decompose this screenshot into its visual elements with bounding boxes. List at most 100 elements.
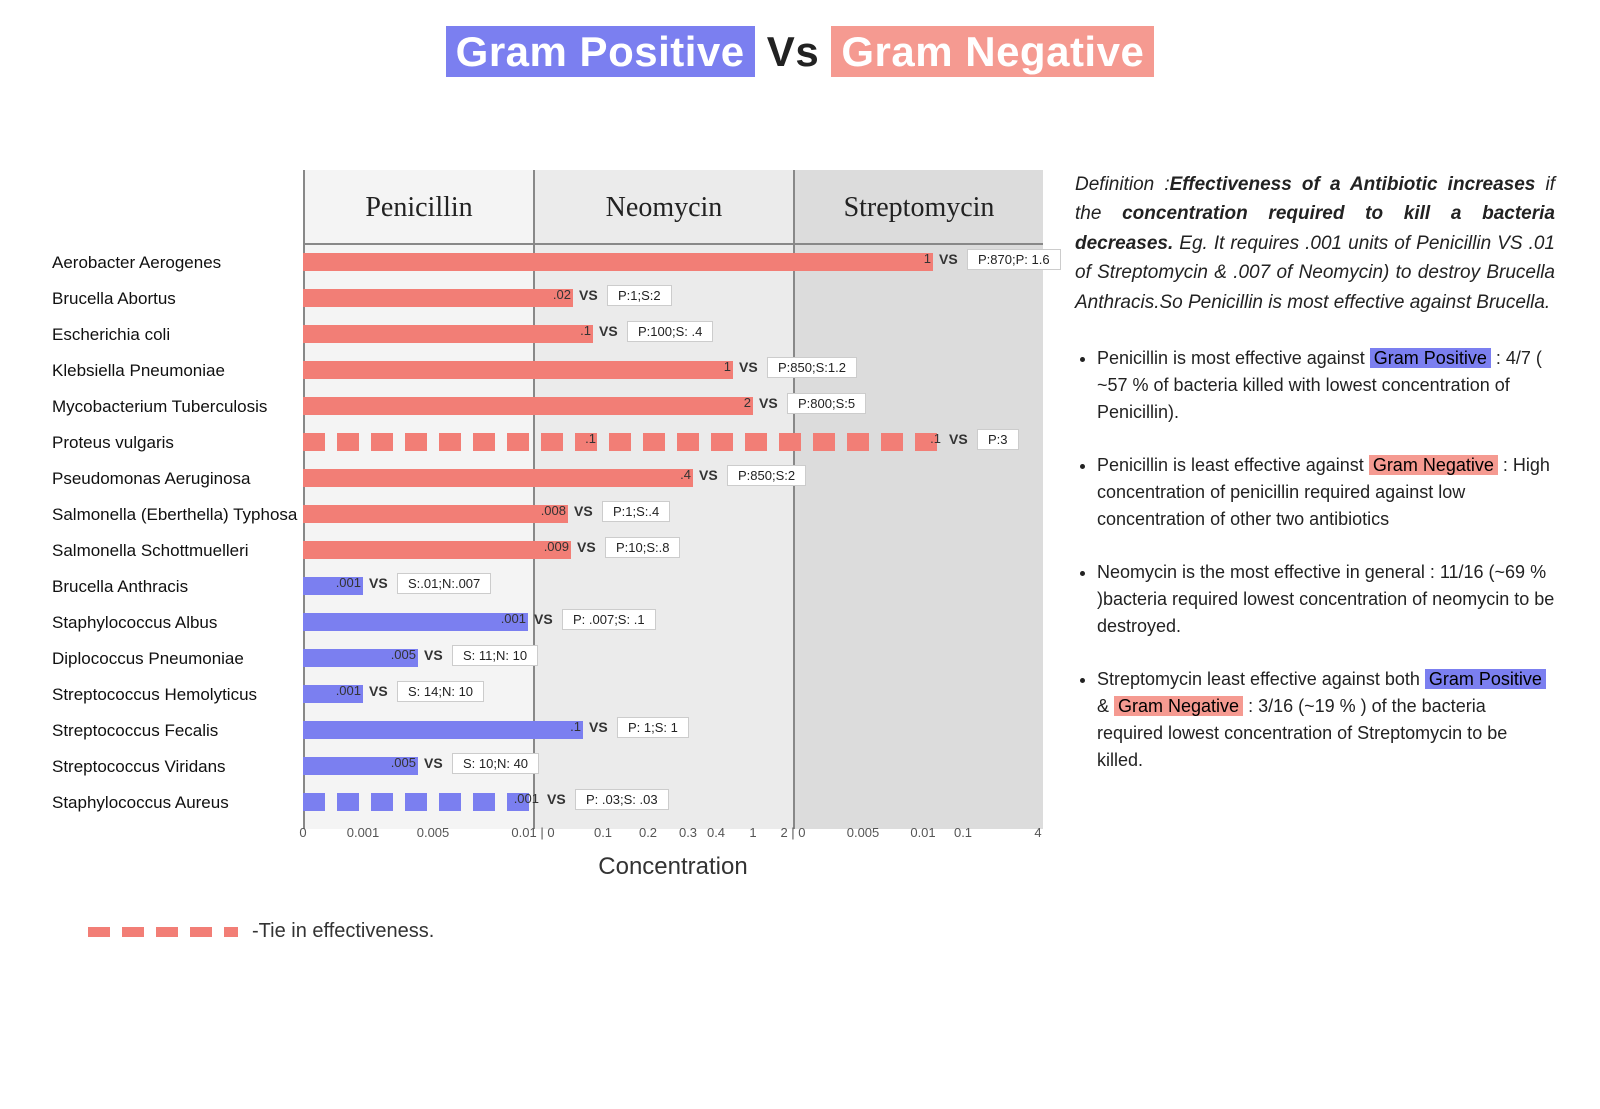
gram-negative-tag: Gram Negative: [1114, 696, 1243, 716]
compare-box: P: 1;S: 1: [617, 717, 689, 738]
chart-row: .001VSP: .007;S: .1: [303, 605, 1043, 641]
compare-box: P:850;S:2: [727, 465, 806, 486]
bar-value: .1: [545, 719, 581, 734]
bar: [303, 541, 571, 559]
compare-box: P:1;S:2: [607, 285, 672, 306]
bacteria-label: Diplococcus Pneumoniae: [48, 641, 303, 677]
bacteria-label: Mycobacterium Tuberculosis: [48, 389, 303, 425]
x-tick: 0.005: [847, 825, 880, 840]
bacteria-labels: Aerobacter AerogenesBrucella AbortusEsch…: [48, 245, 303, 821]
chart-row: .02 VS P:1;S:2: [303, 281, 1043, 317]
gram-negative-tag: Gram Negative: [1369, 455, 1498, 475]
bar-value: .009: [533, 539, 569, 554]
bacteria-label: Salmonella (Eberthella) Typhosa: [48, 497, 303, 533]
vs-label: VS: [699, 467, 718, 483]
chart-row: .1VSP: 1;S: 1: [303, 713, 1043, 749]
bar-value: 1: [895, 251, 931, 266]
vs-label: VS: [577, 539, 596, 555]
bullet-item: Penicillin is most effective against Gra…: [1097, 345, 1555, 426]
title-negative: Gram Negative: [831, 26, 1154, 77]
bar: [303, 325, 593, 343]
bar: [303, 289, 573, 307]
bacteria-label: Proteus vulgaris: [48, 425, 303, 461]
chart-row: .008VSP:1;S:.4: [303, 497, 1043, 533]
compare-box: P:10;S:.8: [605, 537, 680, 558]
x-tick: 0.1: [954, 825, 972, 840]
bar-value: .005: [380, 755, 416, 770]
legend: -Tie in effectiveness.: [88, 920, 434, 943]
panel-header: Streptomycin: [795, 170, 1043, 245]
compare-box: P:1;S:.4: [602, 501, 670, 522]
title-positive: Gram Positive: [446, 26, 755, 77]
compare-box: S: 11;N: 10: [452, 645, 538, 666]
bar-value: .001: [325, 683, 361, 698]
x-tick: 0.1: [594, 825, 612, 840]
bar-value: .001: [325, 575, 361, 590]
bar-value: .008: [530, 503, 566, 518]
bacteria-label: Streptococcus Fecalis: [48, 713, 303, 749]
vs-label: VS: [599, 323, 618, 339]
vs-label: VS: [759, 395, 778, 411]
bullet-item: Streptomycin least effective against bot…: [1097, 666, 1555, 774]
vs-label: VS: [939, 251, 958, 267]
chart-row: .1 VS P:100;S: .4: [303, 317, 1043, 353]
side-text: Definition :Effectiveness of a Antibioti…: [1075, 170, 1555, 800]
compare-box: P:100;S: .4: [627, 321, 713, 342]
legend-dash-icon: [88, 927, 238, 937]
gram-positive-tag: Gram Positive: [1370, 348, 1491, 368]
bar-value: .005: [380, 647, 416, 662]
x-axis: Concentration 00.0010.0050.01 | 00.10.20…: [303, 825, 1043, 895]
bar: [303, 361, 733, 379]
x-tick: 0: [299, 825, 306, 840]
title-vs: Vs: [755, 28, 832, 75]
bar-mid-value: .1: [568, 431, 596, 446]
bar-value: 1: [695, 359, 731, 374]
compare-box: P:800;S:5: [787, 393, 866, 414]
bullet-item: Neomycin is the most effective in genera…: [1097, 559, 1555, 640]
vs-label: VS: [949, 431, 968, 447]
compare-box: P: .007;S: .1: [562, 609, 656, 630]
chart-row: 1VSP:870;P: 1.6: [303, 245, 1043, 281]
bar: [303, 397, 753, 415]
bacteria-label: Streptococcus Viridans: [48, 749, 303, 785]
vs-label: VS: [579, 287, 598, 303]
vs-label: VS: [369, 683, 388, 699]
definition: Definition :Effectiveness of a Antibioti…: [1075, 170, 1555, 317]
compare-box: P:3: [977, 429, 1019, 450]
gram-positive-tag: Gram Positive: [1425, 669, 1546, 689]
vs-label: VS: [739, 359, 758, 375]
bacteria-label: Klebsiella Pneumoniae: [48, 353, 303, 389]
compare-box: S: 10;N: 40: [452, 753, 539, 774]
x-tick: 0.2: [639, 825, 657, 840]
bacteria-label: Brucella Abortus: [48, 281, 303, 317]
bar-value: 2: [715, 395, 751, 410]
bacteria-label: Staphylococcus Aureus: [48, 785, 303, 821]
page-title: Gram Positive Vs Gram Negative: [0, 0, 1600, 76]
chart-row: 1 VS P:850;S:1.2: [303, 353, 1043, 389]
compare-box: S:.01;N:.007: [397, 573, 491, 594]
bar: [303, 505, 568, 523]
bar-value: .1: [905, 431, 941, 446]
chart-row: .001VSS: 14;N: 10: [303, 677, 1043, 713]
x-tick: 2 | 0: [780, 825, 805, 840]
bar-value: .4: [655, 467, 691, 482]
chart-row: .009 VS P:10;S:.8: [303, 533, 1043, 569]
x-tick: 0.001: [347, 825, 380, 840]
panel-header: Penicillin: [305, 170, 533, 245]
x-tick: 0.01 | 0: [511, 825, 554, 840]
bacteria-label: Pseudomonas Aeruginosa: [48, 461, 303, 497]
vs-label: VS: [424, 755, 443, 771]
bullet-list: Penicillin is most effective against Gra…: [1075, 345, 1555, 774]
compare-box: P:850;S:1.2: [767, 357, 857, 378]
bar-value: .02: [535, 287, 571, 302]
bacteria-label: Brucella Anthracis: [48, 569, 303, 605]
bullet-item: Penicillin is least effective against Gr…: [1097, 452, 1555, 533]
x-tick: 4: [1034, 825, 1041, 840]
bar: [303, 253, 933, 271]
compare-box: P: .03;S: .03: [575, 789, 669, 810]
bacteria-label: Escherichia coli: [48, 317, 303, 353]
compare-box: P:870;P: 1.6: [967, 249, 1061, 270]
bar: [303, 433, 943, 451]
bar-value: .1: [555, 323, 591, 338]
bar-value: .001: [490, 611, 526, 626]
